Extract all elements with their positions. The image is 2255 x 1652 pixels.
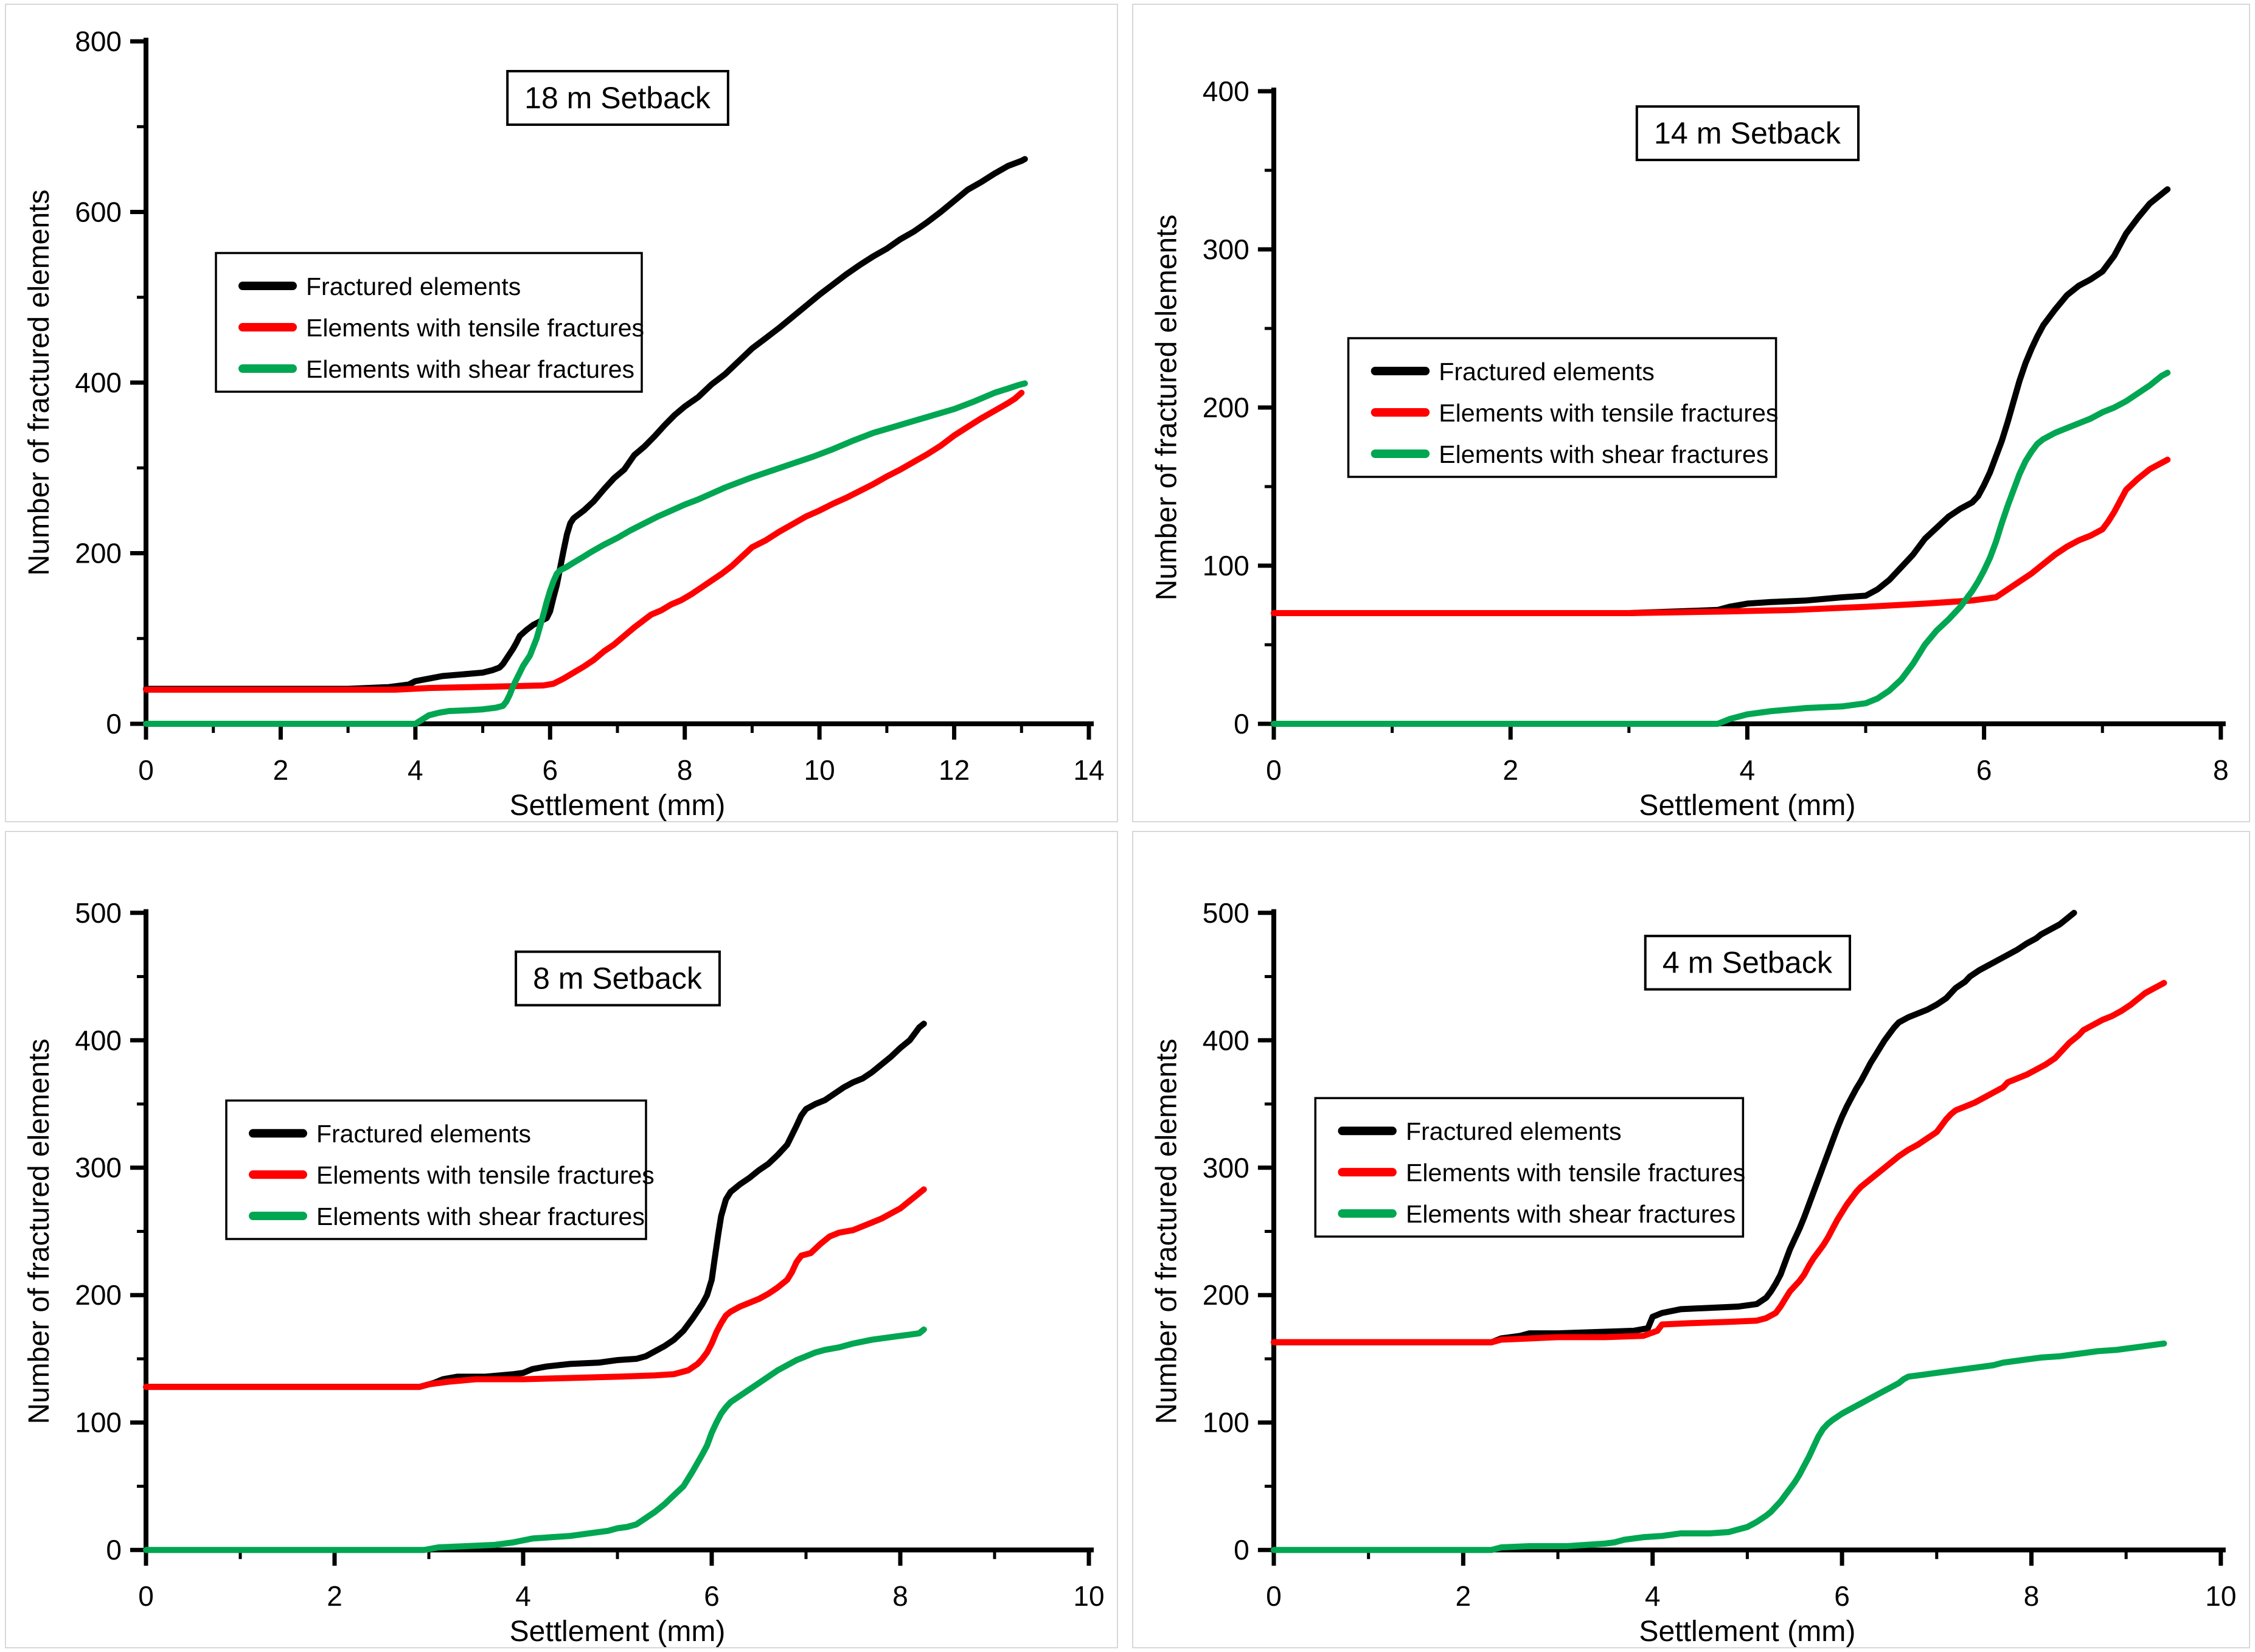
legend-item-label: Elements with tensile fractures — [1406, 1159, 1745, 1187]
chart-18m-setback: 0 2 4 6 8 10 12 14 0 200 400 600 800 Settlement (mm) N… — [23, 26, 1105, 821]
x-tick-label: 14 — [1073, 754, 1104, 786]
y-tick-label: 400 — [75, 367, 122, 398]
x-tick-label: 10 — [804, 754, 835, 786]
x-tick-label: 0 — [1266, 754, 1282, 786]
x-tick-label: 8 — [2213, 754, 2229, 786]
chart-title-box — [515, 950, 721, 1007]
legend-item-label: Elements with tensile fractures — [306, 314, 644, 342]
series-line-green — [1270, 1340, 2167, 1553]
x-tick-label: 0 — [1266, 1580, 1282, 1612]
chart-title: 4 m Setback — [1663, 946, 1833, 980]
series-line-black — [143, 1021, 927, 1390]
x-tick-label: 0 — [138, 1580, 154, 1612]
y-axis-label: Number of fractured elements — [1150, 215, 1183, 601]
y-tick-label: 100 — [1203, 1407, 1249, 1439]
y-tick-label: 500 — [1203, 897, 1249, 929]
x-tick-label: 2 — [1503, 754, 1518, 786]
x-tick-label: 4 — [408, 754, 423, 786]
y-tick-label: 200 — [1203, 392, 1249, 423]
x-axis-label: Settlement (mm) — [510, 1616, 726, 1647]
x-axis-label: Settlement (mm) — [1639, 789, 1855, 821]
y-tick-label: 800 — [75, 26, 122, 57]
legend-item-label: Fractured elements — [1439, 358, 1655, 386]
chart-panel-18m-setback: 0 2 4 6 8 10 12 14 0 200 400 600 800 Settlement (mm) N… — [5, 4, 1118, 822]
series-line-red — [1270, 456, 2171, 616]
y-tick-label: 200 — [1203, 1279, 1249, 1311]
y-tick-label: 200 — [75, 538, 122, 569]
chart-panel-8m-setback: 0 2 4 6 8 10 0 100 200 300 400 500 Settlement (mm) Nu… — [5, 831, 1118, 1648]
x-tick-label: 8 — [677, 754, 693, 786]
legend-item-label: Elements with tensile fractures — [316, 1161, 655, 1189]
x-axis-label: Settlement (mm) — [1639, 1615, 1855, 1647]
legend-item-label: Elements with tensile fractures — [1439, 399, 1778, 427]
chart-title: 8 m Setback — [533, 962, 703, 996]
y-tick-label: 400 — [1203, 1024, 1249, 1056]
series-line-red — [1270, 980, 2167, 1345]
y-tick-label: 300 — [1203, 234, 1249, 265]
y-tick-label: 0 — [106, 1534, 122, 1566]
x-tick-label: 4 — [515, 1580, 531, 1612]
x-tick-label: 6 — [704, 1580, 720, 1612]
x-tick-label: 0 — [138, 754, 154, 786]
x-tick-label: 12 — [939, 754, 970, 786]
y-tick-label: 300 — [75, 1152, 122, 1184]
x-axis-label: Settlement (mm) — [510, 790, 726, 821]
x-tick-label: 10 — [1073, 1580, 1104, 1612]
legend-item-label: Elements with shear fractures — [306, 355, 634, 383]
chart-panel-4m-setback: 0 2 4 6 8 10 0 100 200 300 400 500 Settlement (mm) Nu… — [1132, 831, 2250, 1648]
legend-item-label: Elements with shear fractures — [1439, 440, 1768, 468]
legend-item-label: Fractured elements — [1406, 1117, 1622, 1145]
chart-title-box — [1644, 934, 1852, 991]
legend-item-label: Elements with shear fractures — [316, 1203, 645, 1230]
legend-item-label: Elements with shear fractures — [1406, 1200, 1736, 1228]
y-tick-label: 200 — [75, 1279, 122, 1311]
series-line-green — [143, 380, 1028, 727]
x-tick-label: 4 — [1740, 754, 1756, 786]
series-line-black — [1270, 909, 2077, 1345]
y-tick-label: 0 — [1234, 1534, 1249, 1566]
y-tick-label: 500 — [75, 897, 122, 929]
y-axis-label: Number of fractured elements — [23, 1039, 55, 1425]
y-tick-label: 0 — [1234, 708, 1249, 740]
y-tick-label: 300 — [1203, 1152, 1249, 1184]
x-tick-label: 6 — [542, 754, 558, 786]
x-tick-label: 8 — [892, 1580, 908, 1612]
chart-14m-setback: 0 2 4 6 8 0 100 200 300 400 Settlement (mm) Number … — [1150, 75, 2229, 821]
x-tick-label: 6 — [1834, 1580, 1850, 1612]
x-tick-label: 2 — [1456, 1580, 1471, 1612]
x-tick-label: 2 — [273, 754, 289, 786]
y-axis-label: Number of fractured elements — [1150, 1039, 1183, 1425]
series-line-red — [143, 1186, 927, 1390]
legend-item-label: Fractured elements — [316, 1120, 531, 1148]
y-axis-label: Number of fractured elements — [23, 190, 55, 576]
x-tick-label: 4 — [1645, 1580, 1661, 1612]
y-tick-label: 0 — [106, 708, 122, 740]
y-tick-label: 100 — [1203, 550, 1249, 581]
chart-title-box — [506, 70, 729, 126]
series-line-green — [1270, 369, 2171, 727]
series-line-black — [1270, 186, 2171, 616]
series-line-black — [143, 156, 1028, 692]
series-line-green — [143, 1326, 927, 1553]
x-tick-label: 10 — [2205, 1580, 2236, 1612]
x-tick-label: 6 — [1976, 754, 1992, 786]
x-tick-label: 8 — [2024, 1580, 2040, 1612]
y-tick-label: 100 — [75, 1407, 122, 1439]
y-tick-label: 400 — [75, 1024, 122, 1056]
legend-item-label: Fractured elements — [306, 272, 521, 300]
y-tick-label: 400 — [1203, 75, 1249, 107]
chart-title-box — [1635, 105, 1860, 161]
y-tick-label: 600 — [75, 196, 122, 228]
x-tick-label: 2 — [327, 1580, 342, 1612]
chart-title: 18 m Setback — [524, 81, 711, 115]
chart-title: 14 m Setback — [1654, 116, 1841, 150]
chart-panel-14m-setback: 0 2 4 6 8 0 100 200 300 400 Settlement (mm) Number … — [1132, 4, 2250, 822]
series-line-red — [143, 389, 1025, 693]
